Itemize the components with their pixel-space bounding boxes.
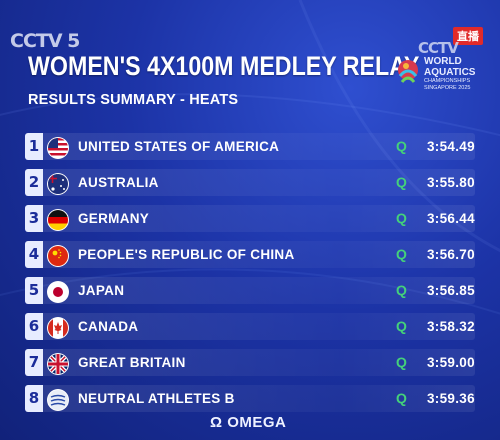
qualified-marker: Q [396,390,407,406]
team-name: UNITED STATES OF AMERICA [78,139,280,154]
race-time: 3:56.70 [427,247,475,262]
team-name: GERMANY [78,211,150,226]
cctv5-channel-logo: CCTV 5 [10,30,80,52]
canada-flag-icon [47,317,69,339]
event-logo-line2: AQUATICS [424,67,476,78]
qualified-marker: Q [396,318,407,334]
qualified-marker: Q [396,138,407,154]
cctv-watermark-logo: CCTV [418,39,459,57]
neutral-athletes-flag-icon [47,389,69,411]
event-logo-line1: WORLD [424,56,462,67]
rank-badge: 5 [25,277,43,304]
rank-badge: 8 [25,385,43,412]
event-logo-line4: SINGAPORE 2025 [424,85,471,91]
result-row: 3 GERMANY Q 3:56.44 [25,205,475,232]
rank-badge: 7 [25,349,43,376]
australia-flag-icon [47,173,69,195]
race-time: 3:56.85 [427,283,475,298]
qualified-marker: Q [396,282,407,298]
rank-badge: 3 [25,205,43,232]
qualified-marker: Q [396,354,407,370]
result-row: 4 PEOPLE'S REPUBLIC OF CHINA Q 3:56.70 [25,241,475,268]
race-time: 3:59.36 [427,391,475,406]
live-badge: 直播 [453,27,483,45]
usa-flag-icon [47,137,69,159]
race-time: 3:56.44 [427,211,475,226]
qualified-marker: Q [396,174,407,190]
event-logo-text: WORLD AQUATICS CHAMPIONSHIPS SINGAPORE 2… [424,56,494,92]
japan-flag-icon [47,281,69,303]
result-row: 8 NEUTRAL ATHLETES B Q 3:59.36 [25,385,475,412]
race-time: 3:54.49 [427,139,475,154]
result-row: 6 CANADA Q 3:58.32 [25,313,475,340]
page-title: WOMEN'S 4X100M MEDLEY RELAY [28,51,420,81]
race-time: 3:55.80 [427,175,475,190]
omega-sponsor-logo: Ω OMEGA [210,414,287,431]
result-row: 7 GREAT BRITAIN Q 3:59.00 [25,349,475,376]
rank-badge: 1 [25,133,43,160]
result-row: 2 AUSTRALIA Q 3:55.80 [25,169,475,196]
germany-flag-icon [47,209,69,231]
race-time: 3:58.32 [427,319,475,334]
result-row: 5 JAPAN Q 3:56.85 [25,277,475,304]
great-britain-flag-icon [47,353,69,375]
result-row: 1 UNITED STATES OF AMERICA Q 3:54.49 [25,133,475,160]
race-time: 3:59.00 [427,355,475,370]
world-aquatics-emblem-icon [398,60,418,83]
rank-badge: 2 [25,169,43,196]
china-flag-icon [47,245,69,267]
rank-badge: 6 [25,313,43,340]
qualified-marker: Q [396,210,407,226]
team-name: GREAT BRITAIN [78,355,186,370]
team-name: NEUTRAL ATHLETES B [78,391,235,406]
team-name: JAPAN [78,283,125,298]
rank-badge: 4 [25,241,43,268]
team-name: CANADA [78,319,139,334]
qualified-marker: Q [396,246,407,262]
page-subtitle: RESULTS SUMMARY - HEATS [28,92,239,108]
team-name: AUSTRALIA [78,175,159,190]
event-logo-line3: CHAMPIONSHIPS [424,78,471,84]
team-name: PEOPLE'S REPUBLIC OF CHINA [78,247,295,262]
